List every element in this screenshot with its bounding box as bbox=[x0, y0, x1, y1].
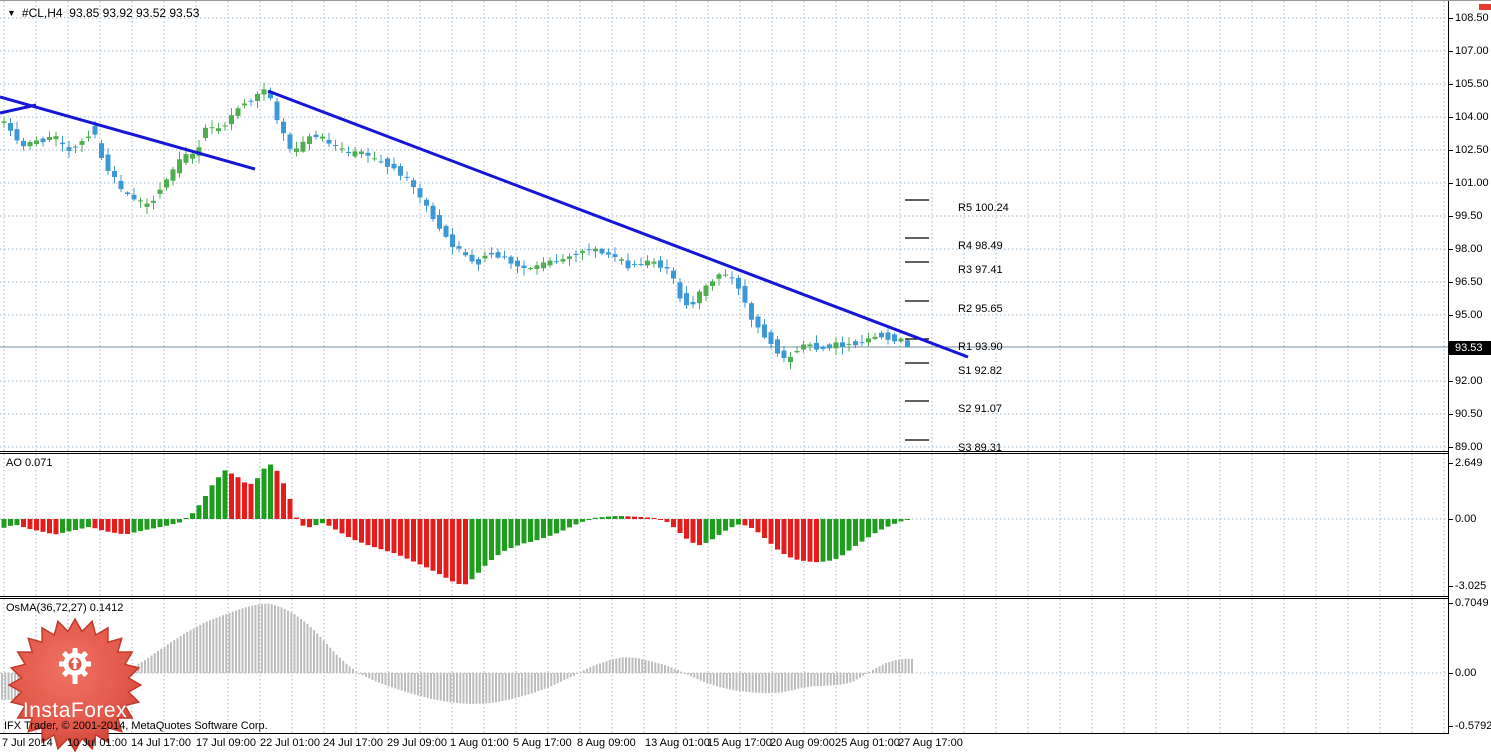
axis-tick-mark bbox=[1448, 216, 1453, 217]
axis-tick-mark bbox=[1448, 673, 1453, 674]
ao-indicator-label: AO 0.071 bbox=[6, 457, 53, 469]
current-price-label: 93.53 bbox=[1449, 341, 1491, 355]
time-label: 17 Jul 09:00 bbox=[196, 737, 256, 749]
time-label: 7 Jul 2014 bbox=[2, 737, 53, 749]
trendline bbox=[0, 103, 37, 115]
time-label: 8 Aug 09:00 bbox=[577, 737, 636, 749]
panel-separator[interactable] bbox=[0, 596, 1448, 599]
time-label: 24 Jul 17:00 bbox=[323, 737, 383, 749]
time-label: 13 Aug 01:00 bbox=[645, 737, 710, 749]
price-tick-label: 101.00 bbox=[1455, 177, 1489, 189]
time-label: 5 Aug 17:00 bbox=[513, 737, 572, 749]
panel-separator bbox=[0, 733, 1448, 734]
pivot-label: R3 97.41 bbox=[958, 264, 1003, 276]
instaforex-logo: InstaForex bbox=[8, 617, 142, 752]
ohlc-values: 93.85 93.92 93.52 93.53 bbox=[69, 6, 200, 20]
time-label: 25 Aug 01:00 bbox=[835, 737, 900, 749]
horizontal-gridlines bbox=[0, 17, 1448, 448]
pivot-label: S3 89.31 bbox=[958, 442, 1002, 451]
symbol-dropdown-icon[interactable]: ▼ bbox=[7, 8, 16, 18]
ao-tick-label: 0.00 bbox=[1455, 513, 1477, 525]
ao-tick-label: 2.649 bbox=[1455, 457, 1483, 469]
price-tick-label: 89.00 bbox=[1455, 441, 1483, 453]
price-tick-label: 104.00 bbox=[1455, 111, 1489, 123]
axis-tick-mark bbox=[1448, 381, 1453, 382]
osma-indicator-label: OsMA(36,72,27) 0.1412 bbox=[6, 602, 124, 614]
pivot-label: R4 98.49 bbox=[958, 240, 1003, 252]
axis-tick-mark bbox=[1448, 726, 1453, 727]
logo-starburst bbox=[8, 617, 142, 752]
axis-tick-mark bbox=[1448, 51, 1453, 52]
time-axis[interactable] bbox=[0, 734, 1491, 752]
price-tick-label: 102.50 bbox=[1455, 144, 1489, 156]
time-label: 22 Jul 01:00 bbox=[260, 737, 320, 749]
osma-tick-label: 0.7049 bbox=[1455, 597, 1489, 609]
main-chart-canvas[interactable]: R5 100.24 R4 98.49 R3 97.41 R2 95.65 R1 93.9… bbox=[0, 1, 1448, 451]
osma-indicator-canvas[interactable] bbox=[0, 599, 1448, 733]
panel-separator[interactable] bbox=[0, 451, 1448, 454]
axis-tick-mark bbox=[1448, 603, 1453, 604]
pivot-label: S1 92.82 bbox=[958, 365, 1002, 377]
trendlines[interactable] bbox=[0, 89, 969, 359]
logo-text: InstaForex bbox=[23, 699, 127, 722]
time-label: 29 Jul 09:00 bbox=[387, 737, 447, 749]
osma-tick-label: -0.5792 bbox=[1455, 720, 1491, 732]
price-tick-label: 99.50 bbox=[1455, 210, 1483, 222]
axis-tick-mark bbox=[1448, 117, 1453, 118]
axis-tick-mark bbox=[1448, 18, 1453, 19]
gear-icon bbox=[59, 648, 91, 684]
price-tick-label: 95.00 bbox=[1455, 309, 1483, 321]
time-label: 20 Aug 09:00 bbox=[770, 737, 835, 749]
price-tick-label: 98.00 bbox=[1455, 243, 1483, 255]
time-label: 10 Jul 01:00 bbox=[67, 737, 127, 749]
osma-tick-label: 0.00 bbox=[1455, 667, 1477, 679]
time-label: 14 Jul 17:00 bbox=[131, 737, 191, 749]
trendline bbox=[267, 89, 969, 359]
pivot-levels: R5 100.24 R4 98.49 R3 97.41 R2 95.65 R1 93.9… bbox=[905, 199, 1009, 451]
ao-indicator-canvas[interactable] bbox=[0, 454, 1448, 596]
axis-red-marker bbox=[1479, 4, 1491, 10]
copyright-text: IFX Trader, © 2001-2014, MetaQuotes Soft… bbox=[4, 720, 268, 732]
pivot-label: R2 95.65 bbox=[958, 303, 1003, 315]
pivot-label: S2 91.07 bbox=[958, 403, 1002, 415]
trendline bbox=[0, 95, 256, 171]
symbol-label: #CL,H4 bbox=[21, 6, 63, 20]
chart-title: ▼ #CL,H4 93.85 93.92 93.52 93.53 bbox=[7, 6, 199, 20]
axis-tick-mark bbox=[1448, 282, 1453, 283]
price-tick-label: 92.00 bbox=[1455, 375, 1483, 387]
time-label: 27 Aug 17:00 bbox=[898, 737, 963, 749]
axis-tick-mark bbox=[1448, 447, 1453, 448]
axis-tick-mark bbox=[1448, 150, 1453, 151]
axis-tick-mark bbox=[1448, 315, 1453, 316]
price-tick-label: 96.50 bbox=[1455, 276, 1483, 288]
pivot-label: R1 93.90 bbox=[958, 341, 1003, 353]
pivot-label: R5 100.24 bbox=[958, 202, 1009, 214]
axis-tick-mark bbox=[1448, 519, 1453, 520]
time-labels-layer: 7 Jul 2014 10 Jul 01:00 14 Jul 17:00 17 Jul… bbox=[0, 734, 1491, 752]
axis-tick-mark bbox=[1448, 249, 1453, 250]
price-tick-label: 90.50 bbox=[1455, 408, 1483, 420]
axis-tick-mark bbox=[1448, 463, 1453, 464]
osma-bars bbox=[1, 603, 913, 705]
ao-tick-label: -3.025 bbox=[1455, 580, 1487, 592]
time-label: 1 Aug 01:00 bbox=[450, 737, 509, 749]
axis-tick-mark bbox=[1448, 183, 1453, 184]
price-tick-label: 108.50 bbox=[1455, 12, 1489, 24]
axis-tick-mark bbox=[1448, 84, 1453, 85]
price-tick-label: 105.50 bbox=[1455, 78, 1489, 90]
vertical-gridlines bbox=[3, 1, 1445, 451]
price-axis[interactable] bbox=[1448, 1, 1491, 734]
candles bbox=[1, 82, 910, 370]
price-tick-label: 107.00 bbox=[1455, 45, 1489, 57]
axis-tick-mark bbox=[1448, 414, 1453, 415]
axis-tick-mark bbox=[1448, 586, 1453, 587]
time-label: 15 Aug 17:00 bbox=[707, 737, 772, 749]
ao-bars bbox=[1, 464, 910, 585]
